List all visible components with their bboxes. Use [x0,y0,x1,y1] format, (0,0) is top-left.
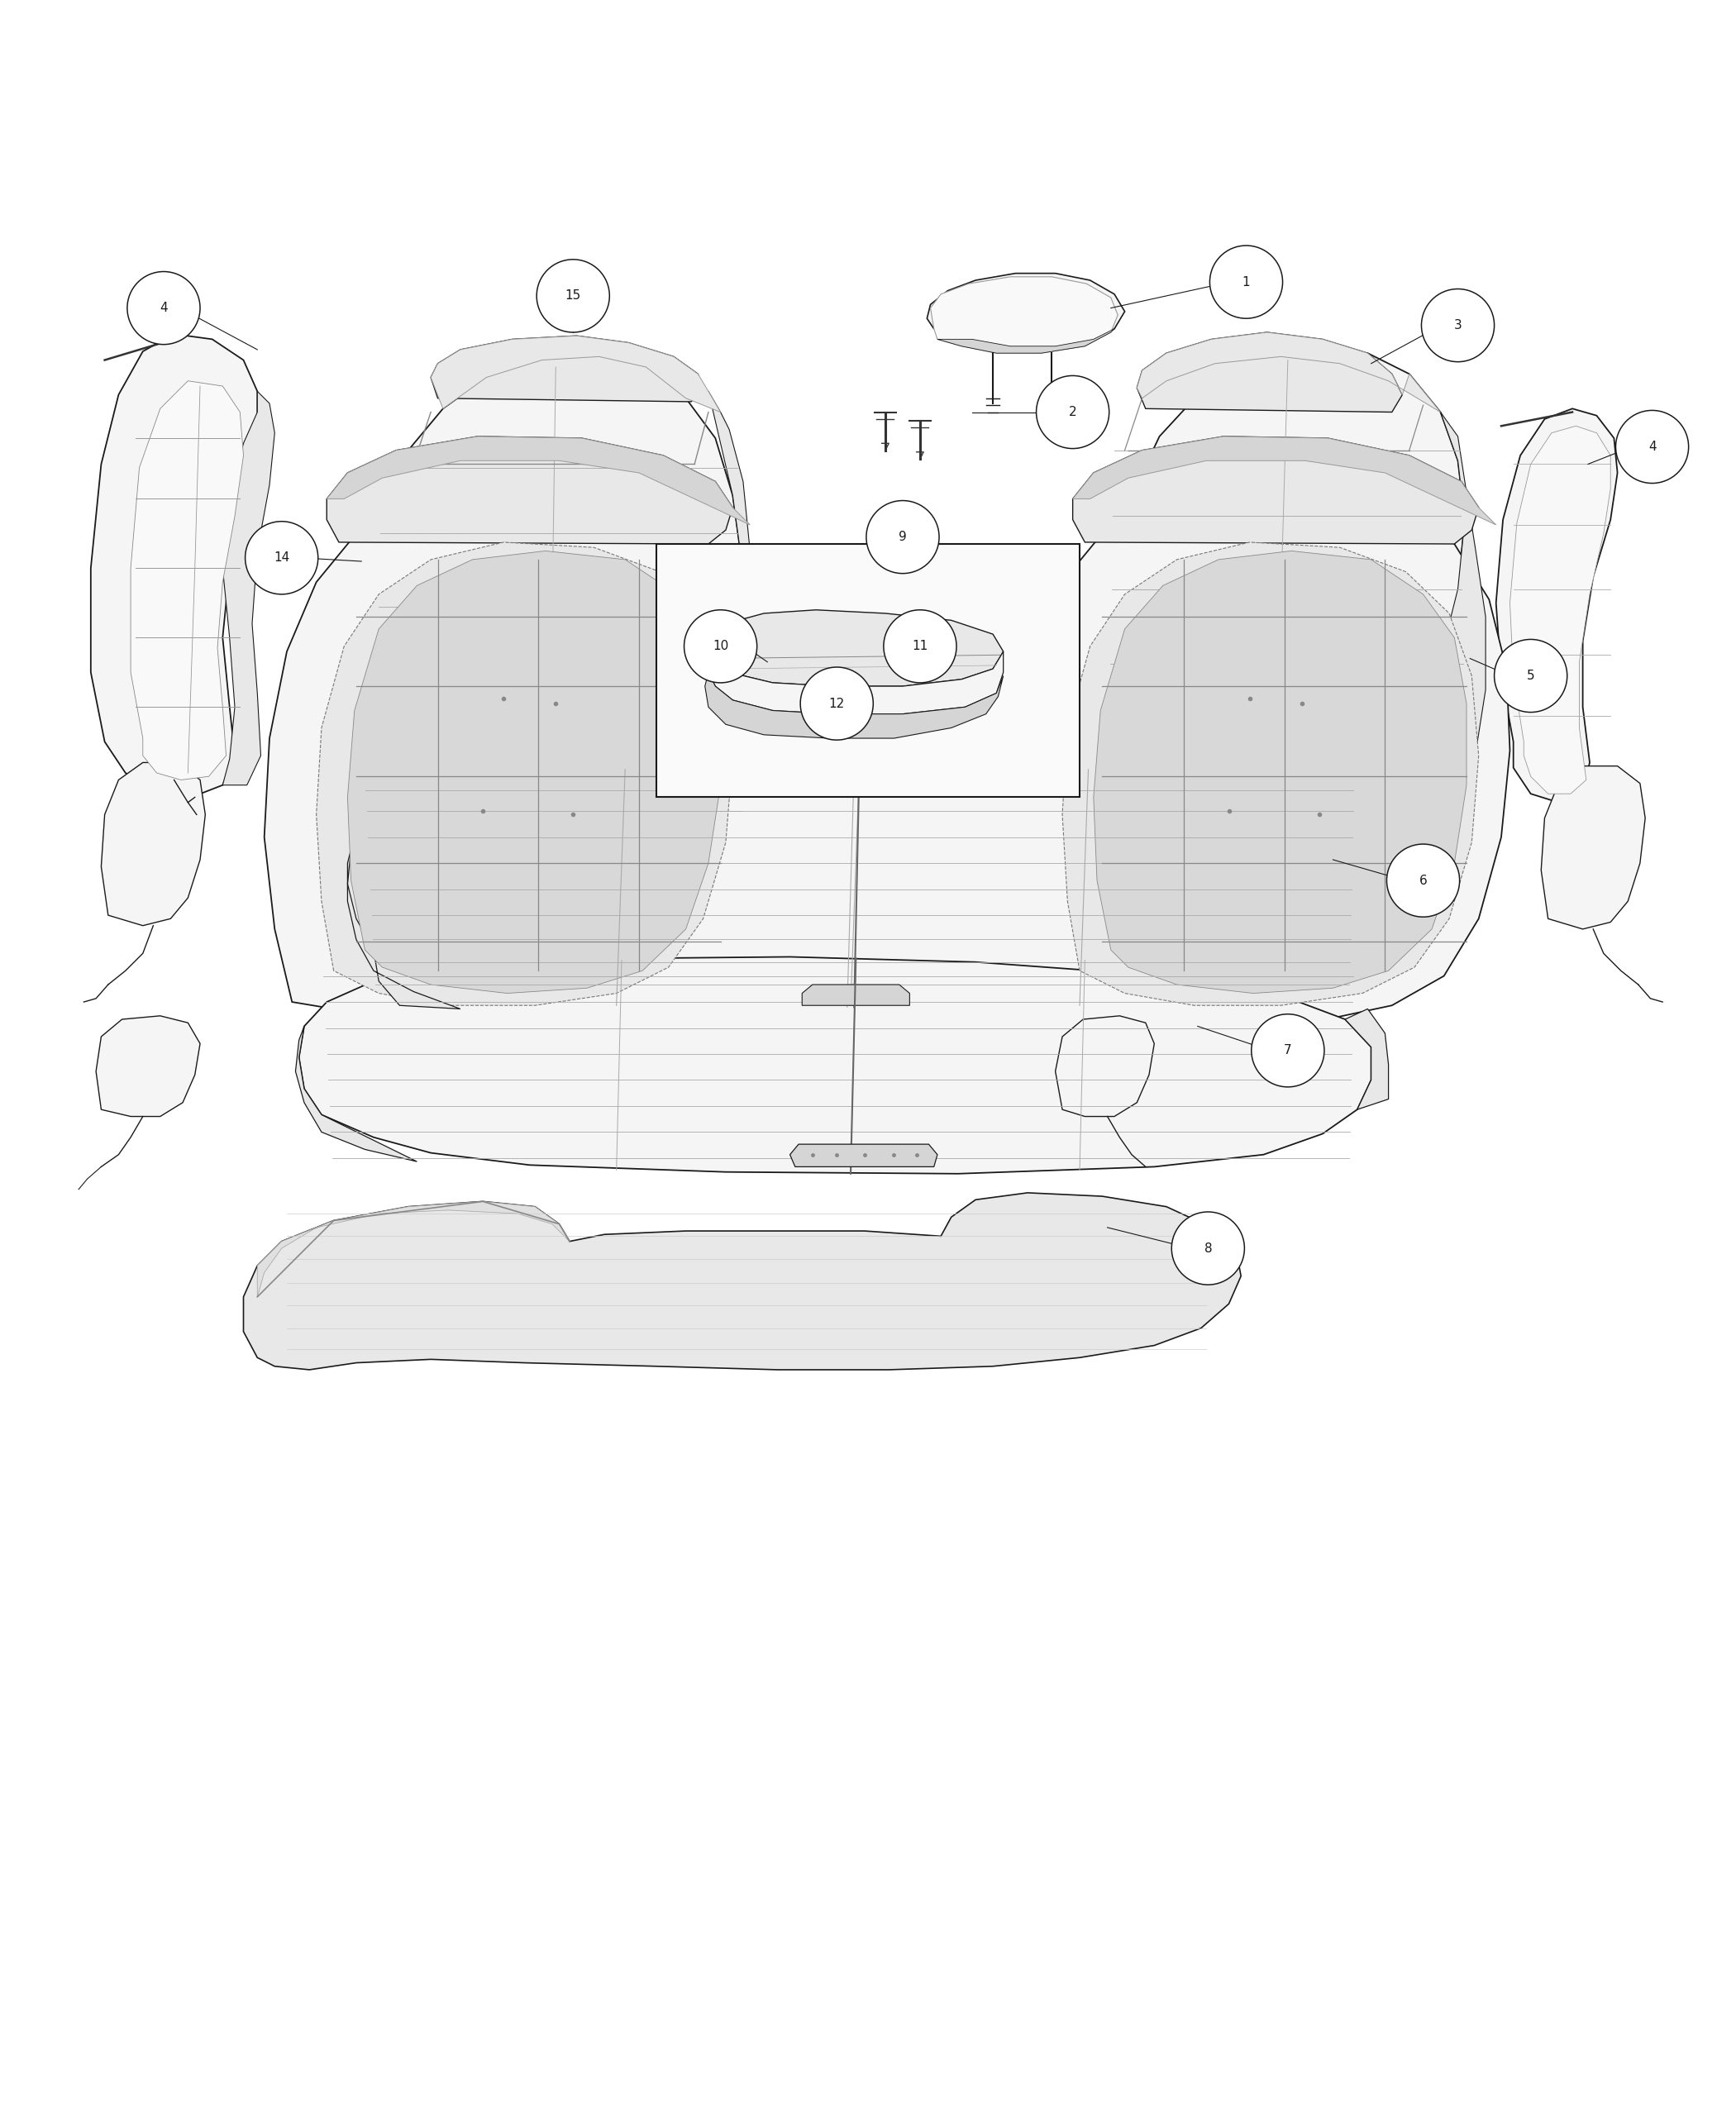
Polygon shape [1351,824,1392,942]
Ellipse shape [1422,289,1495,363]
Polygon shape [264,489,764,1022]
Polygon shape [1094,550,1467,993]
Text: 9: 9 [899,531,906,544]
Ellipse shape [1495,639,1568,713]
Polygon shape [927,274,1125,346]
Text: 11: 11 [911,641,929,653]
Polygon shape [257,1202,569,1296]
Ellipse shape [800,666,873,740]
Polygon shape [1345,1010,1389,1109]
Polygon shape [1542,765,1646,930]
Polygon shape [326,436,750,525]
Ellipse shape [245,521,318,594]
Polygon shape [705,672,1003,738]
Polygon shape [937,329,1115,354]
Polygon shape [1073,436,1479,544]
Polygon shape [347,765,1375,1010]
Ellipse shape [1036,375,1109,449]
Polygon shape [295,1027,417,1162]
Polygon shape [243,1193,1241,1370]
Polygon shape [1137,333,1403,411]
Polygon shape [347,550,720,993]
Ellipse shape [1252,1014,1325,1088]
Polygon shape [802,984,910,1006]
Polygon shape [930,276,1118,354]
Polygon shape [130,382,243,780]
Polygon shape [790,1145,937,1166]
Polygon shape [356,356,743,862]
Polygon shape [1137,333,1441,411]
Polygon shape [1510,426,1611,795]
Polygon shape [95,1016,200,1117]
Polygon shape [431,335,703,403]
Polygon shape [708,392,755,820]
Polygon shape [1055,1016,1154,1117]
Polygon shape [90,333,257,797]
Text: 2: 2 [1069,407,1076,417]
Polygon shape [347,850,460,1010]
Ellipse shape [1387,843,1460,917]
Polygon shape [222,392,274,784]
Ellipse shape [1616,411,1689,483]
Text: 14: 14 [274,552,290,565]
Ellipse shape [536,259,609,333]
Text: 6: 6 [1418,875,1427,887]
Ellipse shape [866,500,939,573]
Polygon shape [1073,436,1496,525]
Polygon shape [316,542,733,1006]
Text: 10: 10 [712,641,729,653]
Text: 4: 4 [160,301,168,314]
Ellipse shape [127,272,200,344]
Ellipse shape [684,609,757,683]
Text: 7: 7 [1285,1043,1292,1056]
Polygon shape [101,763,205,925]
Polygon shape [1496,409,1618,803]
Ellipse shape [1210,245,1283,318]
Text: 5: 5 [1526,670,1535,683]
Polygon shape [1062,542,1479,1006]
Polygon shape [708,651,1003,715]
Polygon shape [299,957,1371,1174]
Ellipse shape [1172,1212,1245,1284]
Text: 12: 12 [828,698,845,710]
Polygon shape [1389,411,1486,807]
Text: 4: 4 [1647,441,1656,453]
Text: 1: 1 [1243,276,1250,289]
Polygon shape [1097,350,1465,843]
Polygon shape [1010,489,1510,1022]
Ellipse shape [884,609,957,683]
Polygon shape [326,436,733,544]
Text: 8: 8 [1205,1242,1212,1254]
Text: 15: 15 [566,289,582,301]
Polygon shape [431,335,720,411]
Text: 3: 3 [1453,318,1462,331]
Polygon shape [708,609,1003,687]
FancyBboxPatch shape [656,544,1080,797]
